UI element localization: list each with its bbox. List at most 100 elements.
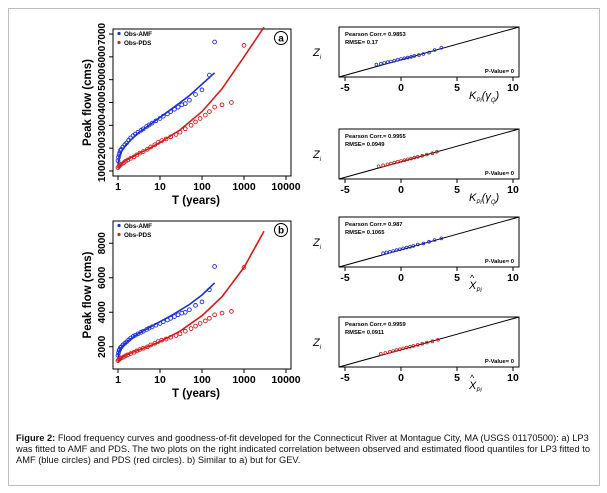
x-tick-label: -5 [340, 82, 349, 94]
data-point [182, 309, 188, 315]
data-point [378, 61, 383, 66]
data-point [202, 318, 208, 324]
data-point [427, 239, 431, 244]
rmse-label: RMSE= 0.17 [345, 40, 378, 46]
y-tick-label: 6000 [97, 45, 108, 68]
data-point [401, 246, 406, 251]
data-point [374, 62, 379, 67]
data-point [177, 331, 183, 337]
data-point [138, 330, 144, 335]
y-tick-label: 3000 [97, 114, 108, 137]
x-tick-label: 10000 [271, 181, 300, 193]
y-axis-label-subscript: i [320, 55, 322, 61]
data-point [402, 56, 407, 61]
data-point [118, 355, 124, 361]
x-tick-label: 1000 [232, 181, 256, 193]
data-point [424, 152, 429, 157]
data-point [398, 247, 402, 252]
data-point [384, 250, 389, 255]
x-tick-label: 5 [454, 82, 460, 94]
one-to-one-line [338, 128, 520, 180]
x-tick-label: 10 [154, 181, 166, 193]
data-point [165, 111, 170, 117]
data-point [207, 287, 212, 293]
data-point [149, 120, 155, 126]
data-point [376, 164, 381, 169]
x-axis-label-close-paren: ) [494, 90, 500, 102]
data-point [389, 59, 393, 64]
data-point [412, 155, 417, 160]
data-point [409, 54, 413, 59]
data-point [182, 328, 188, 334]
legend-marker [117, 31, 121, 36]
gof-panel-4: -5 0 5 10 Pearson Corr.= 0.9959 RMSE= 0.0911 P… [312, 316, 520, 394]
data-point [395, 57, 400, 62]
data-point [436, 337, 440, 342]
x-tick-label: 10 [507, 184, 519, 196]
pearson-label: Pearson Corr.= 0.987 [345, 222, 403, 228]
data-point [152, 142, 158, 148]
pvalue-label: P-Value= 0 [485, 171, 514, 177]
pvalue-label: P-Value= 0 [485, 359, 514, 365]
x-axis-label: KPi(γQ) [469, 90, 500, 104]
data-point [385, 162, 390, 167]
x-axis-label-argument-subscript: Q [491, 98, 496, 104]
data-point [387, 349, 392, 354]
x-axis-label-subscript: Pi [476, 388, 482, 394]
rmse-label: RMSE= 0.1065 [345, 230, 385, 236]
data-point [229, 309, 234, 314]
data-point [199, 299, 205, 305]
x-tick-label: 10 [507, 82, 519, 94]
data-point [148, 342, 154, 348]
panel-tag-circle [274, 223, 288, 237]
data-point [163, 136, 169, 142]
x-tick-label: 1 [115, 181, 121, 193]
x-tick-label: 10 [154, 374, 166, 386]
x-axis-label-subscript: Pi [476, 200, 482, 206]
data-point [160, 319, 166, 325]
pvalue-label: P-Value= 0 [485, 259, 514, 265]
x-axis-label-argument: (γ [482, 90, 493, 102]
x-tick-label: 10 [507, 272, 519, 284]
data-point [116, 154, 121, 160]
data-point [212, 104, 217, 110]
data-point [197, 321, 203, 326]
data-point [173, 132, 179, 137]
data-point [182, 126, 188, 132]
pvalue-label: P-Value= 0 [485, 69, 514, 75]
data-point [118, 345, 123, 350]
data-point [415, 155, 420, 159]
data-point [439, 236, 444, 241]
data-point [421, 241, 426, 246]
x-axis-label-argument-subscript: Q [491, 200, 496, 206]
data-point [149, 324, 155, 330]
y-axis-label-subscript: i [320, 245, 322, 251]
x-axis-label: KPi(γQ) [469, 192, 500, 206]
x-tick-label: 10000 [271, 374, 300, 386]
data-point [188, 326, 194, 331]
data-point [417, 53, 421, 57]
frequency-panel-a: 1 10 100 1000 100001000200030004000500060007… [82, 22, 301, 207]
data-point [378, 351, 383, 356]
data-point [383, 351, 388, 355]
data-point [212, 39, 217, 45]
data-point [140, 345, 146, 351]
legend-marker [117, 232, 121, 237]
data-point [160, 113, 166, 119]
data-point [207, 109, 212, 114]
x-tick-label: 5 [454, 272, 460, 284]
legend-label: Obs-AMF [124, 31, 152, 38]
data-point [405, 157, 410, 162]
data-point [168, 334, 174, 340]
rmse-label: RMSE= 0.0911 [345, 330, 385, 336]
x-tick-label: 0 [398, 272, 404, 284]
data-point [199, 87, 205, 93]
data-point [175, 312, 181, 318]
x-tick-label: -5 [340, 372, 349, 384]
y-axis-label: Zi [312, 149, 322, 163]
data-point [391, 249, 396, 253]
x-axis-label-argument: (γ [482, 192, 493, 204]
x-tick-label: 5 [454, 184, 460, 196]
